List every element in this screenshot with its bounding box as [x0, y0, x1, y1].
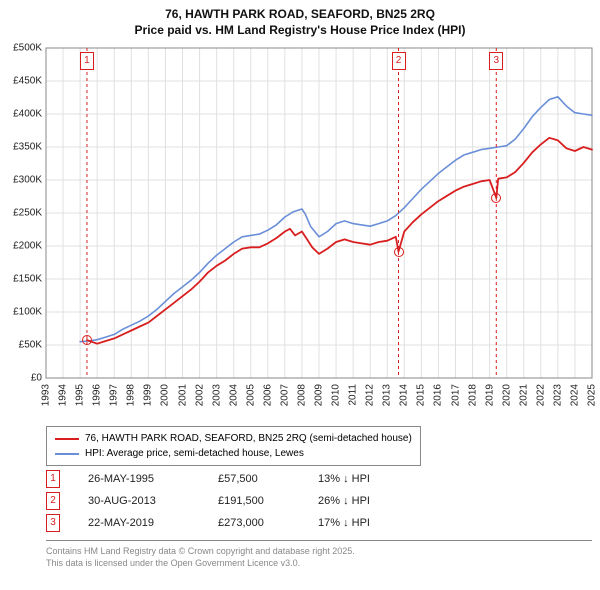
sales-date-2: 30-AUG-2013 — [88, 495, 218, 507]
plot-svg — [0, 42, 600, 422]
sales-date-3: 22-MAY-2019 — [88, 517, 218, 529]
sales-date-1: 26-MAY-1995 — [88, 473, 218, 485]
legend-label-hpi: HPI: Average price, semi-detached house,… — [85, 446, 304, 461]
x-tick-label: 2006 — [262, 384, 273, 406]
x-tick-label: 2009 — [314, 384, 325, 406]
x-tick-label: 2003 — [211, 384, 222, 406]
x-tick-label: 2018 — [467, 384, 478, 406]
sales-price-2: £191,500 — [218, 495, 318, 507]
x-tick-label: 2019 — [484, 384, 495, 406]
legend-row-price-paid: 76, HAWTH PARK ROAD, SEAFORD, BN25 2RQ (… — [55, 431, 412, 446]
sales-delta-3: 17% ↓ HPI — [318, 517, 428, 529]
x-tick-label: 2007 — [279, 384, 290, 406]
legend-swatch-price-paid — [55, 438, 79, 440]
legend-label-price-paid: 76, HAWTH PARK ROAD, SEAFORD, BN25 2RQ (… — [85, 431, 412, 446]
x-tick-label: 2002 — [194, 384, 205, 406]
x-tick-label: 1999 — [143, 384, 154, 406]
x-tick-label: 2015 — [416, 384, 427, 406]
y-tick-label: £200K — [0, 241, 42, 252]
x-tick-label: 2011 — [348, 384, 359, 406]
x-tick-label: 1995 — [75, 384, 86, 406]
legend: 76, HAWTH PARK ROAD, SEAFORD, BN25 2RQ (… — [46, 426, 421, 466]
x-tick-label: 2000 — [160, 384, 171, 406]
x-tick-label: 2017 — [450, 384, 461, 406]
sales-row-1: 1 26-MAY-1995 £57,500 13% ↓ HPI — [46, 468, 428, 490]
chart-container: 76, HAWTH PARK ROAD, SEAFORD, BN25 2RQ P… — [0, 0, 600, 590]
sales-marker-3: 3 — [46, 514, 60, 532]
legend-row-hpi: HPI: Average price, semi-detached house,… — [55, 446, 412, 461]
sales-marker-2: 2 — [46, 492, 60, 510]
x-tick-label: 1993 — [41, 384, 52, 406]
x-tick-label: 2008 — [296, 384, 307, 406]
x-tick-label: 2022 — [535, 384, 546, 406]
x-tick-label: 2001 — [177, 384, 188, 406]
sales-row-2: 2 30-AUG-2013 £191,500 26% ↓ HPI — [46, 490, 428, 512]
x-tick-label: 2004 — [228, 384, 239, 406]
footer: Contains HM Land Registry data © Crown c… — [46, 540, 592, 569]
sales-delta-2: 26% ↓ HPI — [318, 495, 428, 507]
chart-area: £0 £50K £100K £150K £200K £250K £300K £350K £400… — [0, 42, 600, 422]
x-tick-label: 1994 — [58, 384, 69, 406]
sales-table: 1 26-MAY-1995 £57,500 13% ↓ HPI 2 30-AUG… — [46, 468, 428, 534]
y-tick-label: £450K — [0, 76, 42, 87]
sale-marker-1: 1 — [80, 52, 94, 70]
sales-delta-1: 13% ↓ HPI — [318, 473, 428, 485]
x-tick-label: 2025 — [587, 384, 598, 406]
x-tick-label: 2020 — [501, 384, 512, 406]
sale-marker-2: 2 — [392, 52, 406, 70]
sale-marker-3: 3 — [489, 52, 503, 70]
sales-price-1: £57,500 — [218, 473, 318, 485]
footer-line1: Contains HM Land Registry data © Crown c… — [46, 545, 592, 557]
y-tick-label: £100K — [0, 307, 42, 318]
footer-line2: This data is licensed under the Open Gov… — [46, 557, 592, 569]
x-tick-label: 2005 — [245, 384, 256, 406]
y-tick-label: £400K — [0, 109, 42, 120]
legend-swatch-hpi — [55, 453, 79, 455]
y-tick-label: £500K — [0, 43, 42, 54]
sales-price-3: £273,000 — [218, 517, 318, 529]
x-tick-label: 2014 — [399, 384, 410, 406]
y-tick-label: £0 — [0, 373, 42, 384]
x-tick-label: 2010 — [331, 384, 342, 406]
title-block: 76, HAWTH PARK ROAD, SEAFORD, BN25 2RQ P… — [0, 0, 600, 38]
sale-dot — [82, 335, 92, 345]
x-tick-label: 1996 — [92, 384, 103, 406]
x-tick-label: 2021 — [518, 384, 529, 406]
title-line1: 76, HAWTH PARK ROAD, SEAFORD, BN25 2RQ — [0, 6, 600, 22]
y-tick-label: £250K — [0, 208, 42, 219]
sale-dot — [491, 193, 501, 203]
y-tick-label: £50K — [0, 340, 42, 351]
sale-dot — [394, 247, 404, 257]
x-tick-label: 2013 — [382, 384, 393, 406]
x-tick-label: 2024 — [569, 384, 580, 406]
x-tick-label: 2023 — [552, 384, 563, 406]
x-tick-label: 1998 — [126, 384, 137, 406]
sales-marker-1: 1 — [46, 470, 60, 488]
sales-row-3: 3 22-MAY-2019 £273,000 17% ↓ HPI — [46, 512, 428, 534]
x-tick-label: 2012 — [365, 384, 376, 406]
y-tick-label: £150K — [0, 274, 42, 285]
x-tick-label: 2016 — [433, 384, 444, 406]
title-line2: Price paid vs. HM Land Registry's House … — [0, 22, 600, 38]
x-tick-label: 1997 — [109, 384, 120, 406]
y-tick-label: £300K — [0, 175, 42, 186]
y-tick-label: £350K — [0, 142, 42, 153]
